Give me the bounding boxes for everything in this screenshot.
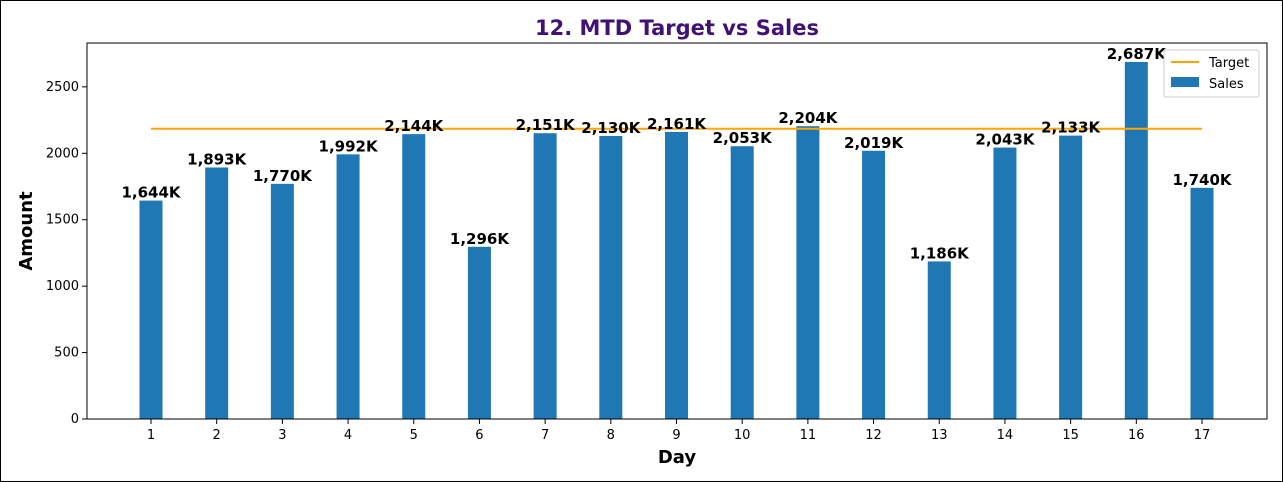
x-tick-label: 4 bbox=[344, 428, 352, 443]
chart-title: 12. MTD Target vs Sales bbox=[535, 16, 819, 40]
data-label: 1,770K bbox=[253, 167, 313, 185]
x-tick-label: 6 bbox=[475, 428, 483, 443]
sales-bar bbox=[533, 133, 557, 419]
data-label: 2,687K bbox=[1107, 45, 1167, 63]
legend-sales-swatch bbox=[1171, 77, 1199, 87]
x-tick-label: 12 bbox=[865, 428, 882, 443]
data-label: 2,133K bbox=[1041, 119, 1101, 137]
x-tick-label: 17 bbox=[1194, 428, 1211, 443]
data-label: 2,053K bbox=[713, 129, 773, 147]
sales-bar bbox=[139, 200, 163, 419]
data-label: 2,130K bbox=[581, 119, 641, 137]
x-tick-label: 15 bbox=[1062, 428, 1079, 443]
data-label: 2,151K bbox=[516, 116, 576, 134]
sales-bar bbox=[402, 134, 426, 419]
sales-bar bbox=[336, 154, 360, 420]
x-tick-label: 9 bbox=[672, 428, 680, 443]
data-label: 2,019K bbox=[844, 134, 904, 152]
sales-bar bbox=[993, 147, 1017, 419]
data-label: 1,296K bbox=[450, 230, 510, 248]
sales-bar bbox=[1124, 61, 1148, 419]
sales-bar bbox=[205, 167, 229, 419]
x-tick-label: 8 bbox=[607, 428, 615, 443]
legend: Target Sales bbox=[1163, 49, 1260, 98]
x-tick-label: 5 bbox=[410, 428, 418, 443]
data-label: 2,204K bbox=[778, 109, 838, 127]
data-label: 1,644K bbox=[121, 184, 181, 202]
x-tick-label: 10 bbox=[734, 428, 751, 443]
x-tick-label: 3 bbox=[278, 428, 286, 443]
y-tick-label: 500 bbox=[54, 346, 79, 361]
y-axis-label: Amount bbox=[16, 191, 37, 271]
data-label: 2,161K bbox=[647, 115, 707, 133]
data-label: 1,186K bbox=[910, 244, 970, 262]
x-tick-label: 1 bbox=[147, 428, 155, 443]
sales-bar bbox=[599, 136, 623, 419]
x-tick-label: 14 bbox=[997, 428, 1014, 443]
sales-bar bbox=[862, 150, 886, 420]
data-label: 2,043K bbox=[975, 131, 1035, 149]
sales-bar bbox=[730, 146, 754, 419]
x-tick-label: 7 bbox=[541, 428, 549, 443]
sales-bar bbox=[796, 126, 820, 420]
y-tick-label: 2000 bbox=[46, 146, 79, 161]
x-tick-label: 2 bbox=[213, 428, 221, 443]
data-label: 2,144K bbox=[384, 117, 444, 135]
x-tick-label: 16 bbox=[1128, 428, 1145, 443]
plot-area: 1,644K 1,893K 1,770K 1,992K 2,144K 1,296K 2,15… bbox=[46, 42, 1268, 443]
y-tick-label: 2500 bbox=[46, 80, 79, 95]
sales-bar bbox=[927, 261, 951, 419]
data-label: 1,740K bbox=[1172, 171, 1232, 189]
x-tick-label: 11 bbox=[800, 428, 817, 443]
data-label: 1,893K bbox=[187, 150, 247, 168]
x-tick-label: 13 bbox=[931, 428, 948, 443]
sales-bar bbox=[467, 246, 491, 419]
sales-bar bbox=[1059, 135, 1083, 419]
sales-bar bbox=[270, 183, 294, 419]
y-tick-label: 1000 bbox=[46, 279, 79, 294]
y-tick-label: 0 bbox=[71, 412, 79, 427]
legend-sales-label: Sales bbox=[1209, 77, 1244, 92]
y-tick-label: 1500 bbox=[46, 213, 79, 228]
sales-bar bbox=[665, 131, 688, 419]
data-label: 1,992K bbox=[319, 137, 379, 155]
sales-bar bbox=[1190, 187, 1214, 419]
legend-target-label: Target bbox=[1208, 56, 1249, 71]
x-axis-label: Day bbox=[658, 447, 697, 468]
